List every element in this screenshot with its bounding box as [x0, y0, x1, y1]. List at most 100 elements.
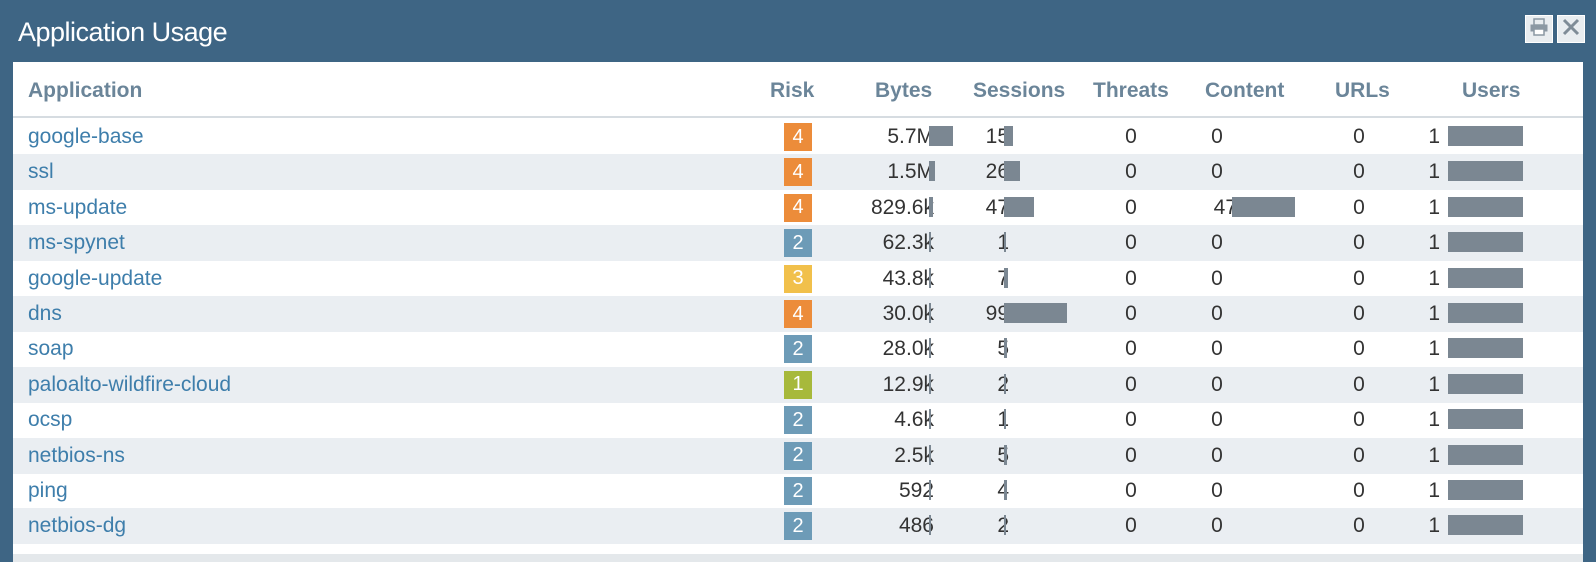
risk-badge: 2 [784, 512, 812, 541]
application-link[interactable]: ssl [28, 160, 54, 184]
application-link[interactable]: netbios-ns [28, 443, 125, 467]
column-header-risk[interactable]: Risk [770, 79, 815, 102]
column-header-application[interactable]: Application [28, 79, 143, 102]
content-value: 0 [1211, 479, 1223, 502]
sessions-value: 2 [963, 373, 1009, 397]
table-row[interactable]: ocsp 2 4.6k 1 0 0 0 1 [13, 402, 1583, 438]
sessions-value: 5 [963, 337, 1009, 361]
risk-badge: 2 [784, 335, 812, 364]
threats-value: 0 [1125, 195, 1137, 219]
application-link[interactable]: paloalto-wildfire-cloud [28, 372, 232, 396]
column-header-bytes[interactable]: Bytes [875, 79, 933, 102]
print-button[interactable] [1525, 15, 1553, 43]
table-row[interactable]: paloalto-wildfire-cloud 1 12.9k 2 0 0 0 1 [13, 366, 1583, 403]
table-row[interactable]: netbios-ns 2 2.5k 5 0 0 0 1 [13, 437, 1583, 474]
application-link[interactable]: google-update [28, 266, 163, 290]
sessions-bar [1004, 338, 1007, 359]
bytes-bar [929, 196, 933, 217]
content-value: 0 [1211, 337, 1223, 361]
risk-badge: 4 [784, 300, 812, 328]
column-header-urls[interactable]: URLs [1335, 79, 1390, 102]
application-link[interactable]: netbios-dg [28, 514, 127, 538]
sessions-bar [1004, 409, 1006, 430]
sessions-value: 7 [963, 267, 1009, 291]
users-value: 1 [1428, 337, 1440, 361]
table-row[interactable]: ping 2 592 4 0 0 0 1 [13, 473, 1583, 509]
users-value: 1 [1428, 231, 1440, 255]
threats-value: 0 [1125, 408, 1137, 432]
table-row[interactable]: soap 2 28.0k 5 0 0 0 1 [13, 331, 1583, 367]
users-bar [1448, 267, 1523, 288]
bytes-bar [929, 444, 931, 465]
users-value: 1 [1428, 160, 1440, 184]
users-bar [1448, 444, 1523, 465]
application-link[interactable]: dns [28, 302, 62, 325]
users-value: 1 [1428, 514, 1440, 538]
bytes-bar [929, 303, 931, 323]
urls-value: 0 [1353, 337, 1365, 361]
bytes-value: 43.8k [882, 266, 934, 290]
risk-badge: 1 [784, 370, 812, 399]
bytes-bar [929, 373, 931, 394]
sessions-bar [1004, 303, 1067, 323]
sessions-value: 47 [985, 195, 1009, 219]
column-header-sessions[interactable]: Sessions [973, 79, 1066, 102]
sessions-value: 2 [963, 514, 1009, 538]
risk-badge: 4 [784, 158, 812, 187]
users-value: 1 [1428, 125, 1440, 148]
risk-badge: 2 [784, 406, 812, 435]
users-value: 1 [1428, 479, 1440, 502]
bytes-value: 2.5k [894, 443, 934, 467]
users-bar [1448, 196, 1523, 217]
table-row[interactable]: google-base 4 5.7M 15 0 0 0 1 [13, 119, 1583, 155]
users-bar [1448, 373, 1523, 394]
panel-footer [13, 554, 1583, 562]
urls-value: 0 [1353, 514, 1365, 538]
table-row[interactable]: google-update 3 43.8k 7 0 0 0 1 [13, 261, 1583, 297]
sessions-bar [1004, 444, 1007, 465]
users-bar [1448, 515, 1523, 536]
content-value: 0 [1211, 514, 1223, 538]
threats-value: 0 [1125, 302, 1137, 325]
column-header-content[interactable]: Content [1205, 79, 1285, 102]
column-header-users[interactable]: Users [1462, 79, 1521, 102]
table-row[interactable]: netbios-dg 2 486 2 0 0 0 1 [13, 508, 1583, 545]
urls-value: 0 [1353, 302, 1365, 325]
bytes-bar [929, 267, 931, 288]
users-value: 1 [1428, 408, 1440, 432]
urls-value: 0 [1353, 479, 1365, 502]
application-link[interactable]: ms-update [28, 195, 128, 219]
bytes-value: 4.6k [894, 408, 934, 432]
bytes-value: 829.6k [870, 195, 934, 219]
close-button[interactable] [1557, 15, 1585, 43]
application-link[interactable]: ms-spynet [28, 231, 125, 255]
sessions-bar [1004, 267, 1008, 288]
sessions-value: 26 [985, 160, 1009, 184]
table-row[interactable]: ssl 4 1.5M 26 0 0 0 1 [13, 154, 1583, 191]
urls-value: 0 [1353, 443, 1365, 467]
sessions-bar [1004, 161, 1020, 182]
threats-value: 0 [1125, 231, 1137, 255]
sessions-value: 15 [985, 125, 1009, 148]
application-link[interactable]: google-base [28, 125, 144, 148]
table-row[interactable]: ms-update 4 829.6k 47 0 47 0 1 [13, 190, 1583, 226]
sessions-value: 1 [963, 408, 1009, 432]
users-value: 1 [1428, 302, 1440, 325]
users-value: 1 [1428, 195, 1440, 219]
threats-value: 0 [1125, 160, 1137, 184]
threats-value: 0 [1125, 514, 1137, 538]
application-link[interactable]: ping [28, 479, 68, 502]
risk-badge: 4 [784, 123, 812, 151]
application-link[interactable]: ocsp [28, 408, 73, 432]
table-row[interactable]: dns 4 30.0k 99 0 0 0 1 [13, 296, 1583, 332]
table-row[interactable]: ms-spynet 2 62.3k 1 0 0 0 1 [13, 225, 1583, 262]
threats-value: 0 [1125, 125, 1137, 148]
content-value: 0 [1211, 160, 1223, 184]
risk-badge: 2 [784, 229, 812, 258]
column-header-threats[interactable]: Threats [1093, 79, 1169, 102]
content-value: 0 [1211, 408, 1223, 432]
sessions-bar [1004, 515, 1006, 536]
urls-value: 0 [1353, 231, 1365, 255]
application-link[interactable]: soap [28, 337, 74, 361]
bytes-bar [929, 480, 931, 500]
